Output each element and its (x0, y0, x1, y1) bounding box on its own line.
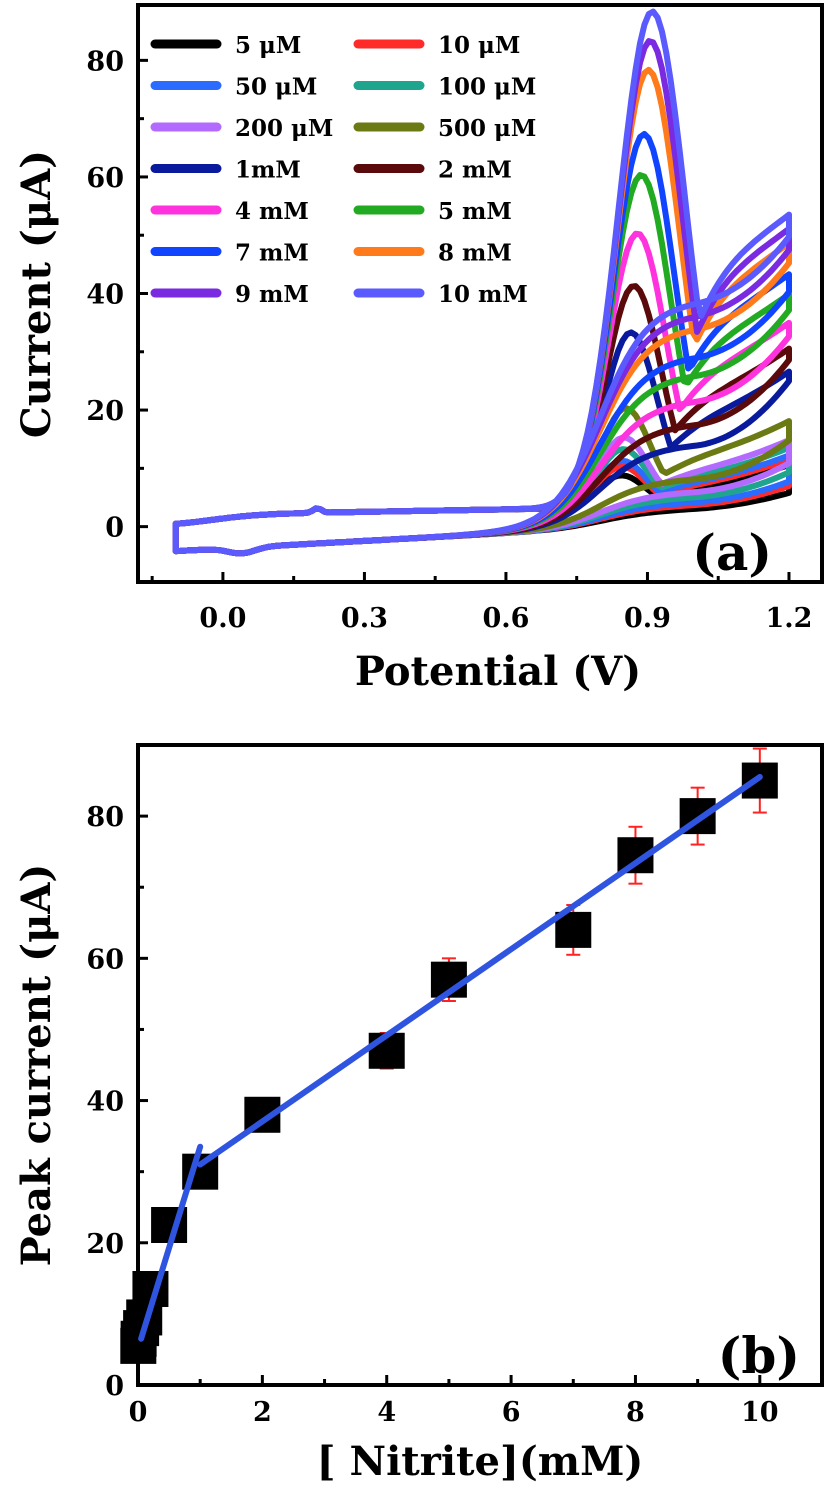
cv-chart: 0.0 0.3 0.6 0.9 1.2 0 20 40 60 80 5 μM 10 μM 50 μM 1… (13, 3, 824, 695)
cv-legend-label-8: 4 mM (235, 198, 309, 225)
cv-legend-label-5: 500 μM (438, 115, 536, 142)
cv-legend-label-1: 10 μM (438, 32, 520, 59)
cv-axis-ticks: 0.0 0.3 0.6 0.9 1.2 0 20 40 60 80 (86, 46, 812, 634)
peak-data-points (120, 747, 778, 1364)
cv-legend: 5 μM 10 μM 50 μM 100 μM 200 μM 500 μM 1mM 2 mM 4… (150, 32, 536, 308)
peak-fit-line-0 (138, 1143, 204, 1342)
cv-x-axis-title: Potential (V) (355, 648, 641, 695)
peak-y-tick-label: 60 (86, 944, 124, 975)
cv-legend-label-13: 10 mM (438, 281, 528, 308)
peak-x-tick-label: 6 (502, 1397, 521, 1428)
cv-legend-label-4: 200 μM (235, 115, 333, 142)
peak-y-tick-label: 80 (86, 802, 124, 833)
peak-fit-line-1 (197, 774, 763, 1168)
cv-y-tick-label: 0 (105, 513, 124, 544)
peak-x-tick-label: 10 (741, 1397, 779, 1428)
cv-legend-label-9: 5 mM (438, 198, 512, 225)
peak-axis-ticks: 0 2 4 6 8 10 0 20 40 60 80 (86, 802, 778, 1428)
cv-x-tick-label: 1.2 (765, 603, 812, 634)
peak-x-tick-label: 0 (129, 1397, 148, 1428)
cv-legend-label-10: 7 mM (235, 240, 309, 267)
cv-curve-13 (172, 8, 792, 557)
cv-legend-label-3: 100 μM (438, 74, 536, 101)
cv-x-tick-label: 0.6 (482, 603, 529, 634)
cv-legend-label-6: 1mM (235, 157, 301, 184)
cv-y-tick-label: 60 (86, 163, 124, 194)
peak-y-tick-label: 40 (86, 1087, 124, 1118)
peak-x-axis-title: [ Nitrite](mM) (317, 1438, 644, 1485)
cv-legend-label-11: 8 mM (438, 240, 512, 267)
cv-legend-label-2: 50 μM (235, 74, 317, 101)
cv-legend-label-0: 5 μM (235, 32, 301, 59)
cv-y-axis-title: Current (μA) (13, 150, 60, 438)
cv-y-tick-label: 40 (86, 280, 124, 311)
cv-legend-label-7: 2 mM (438, 157, 512, 184)
cv-x-tick-label: 0.0 (199, 603, 246, 634)
cv-curves (172, 8, 792, 557)
cv-panel-label: (a) (692, 523, 772, 582)
peak-fit-lines (138, 774, 763, 1342)
peak-panel-label: (b) (718, 1326, 800, 1385)
cv-x-tick-label: 0.9 (624, 603, 671, 634)
peak-x-tick-label: 4 (377, 1397, 396, 1428)
cv-y-tick-label: 80 (86, 46, 124, 77)
peak-plot-frame (136, 743, 824, 1387)
peak-current-chart: 0 2 4 6 8 10 0 20 40 60 80 (b) [ Nitrite](mM) Peak… (13, 743, 824, 1485)
cv-x-tick-label: 0.3 (341, 603, 388, 634)
peak-y-tick-label: 20 (86, 1229, 124, 1260)
peak-y-tick-label: 0 (105, 1371, 124, 1402)
peak-y-axis-title: Peak current (μA) (13, 864, 60, 1267)
peak-x-tick-label: 2 (253, 1397, 272, 1428)
peak-x-tick-label: 8 (626, 1397, 645, 1428)
cv-y-tick-label: 20 (86, 396, 124, 427)
cv-legend-label-12: 9 mM (235, 281, 309, 308)
